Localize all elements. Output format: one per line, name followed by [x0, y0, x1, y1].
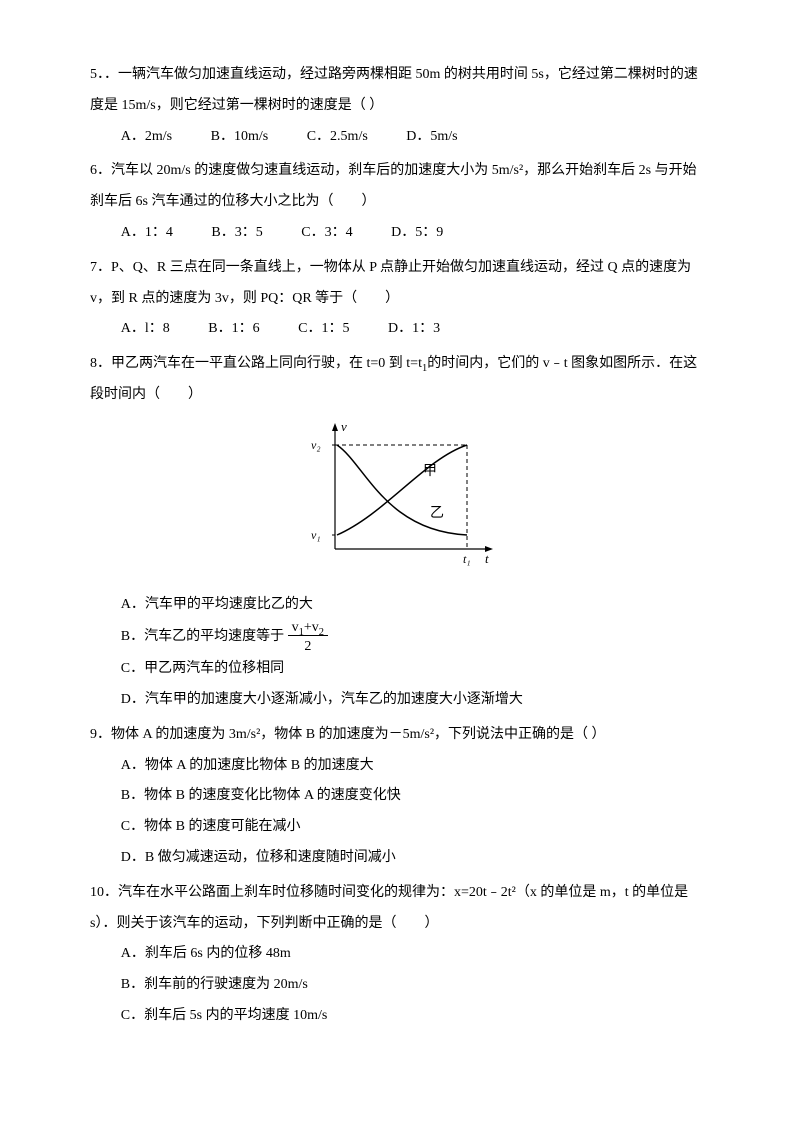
question-5: 5．．一辆汽车做匀加速直线运动，经过路旁两棵相距 50m 的树共用时间 5s，它…	[90, 60, 710, 152]
q8-stem: 8．甲乙两汽车在一平直公路上同向行驶，在 t=0 到 t=t1的时间内，它们的 …	[90, 349, 710, 411]
q9-opt-b: B．物体 B 的速度变化比物体 A 的速度变化快	[121, 781, 710, 812]
q9-stem: 9．物体 A 的加速度为 3m/s²，物体 B 的加速度为－5m/s²，下列说法…	[90, 720, 710, 751]
vt-graph-svg: v t v₂ v₁ t₁ 甲乙	[305, 419, 495, 569]
q8-stem-a: 8．甲乙两汽车在一平直公路上同向行驶，在 t=0 到 t=t	[90, 356, 422, 371]
q8-graph-container: v t v₂ v₁ t₁ 甲乙	[90, 419, 710, 582]
q8-opt-c: C．甲乙两汽车的位移相同	[121, 654, 710, 685]
question-7: 7．P、Q、R 三点在同一条直线上，一物体从 P 点静止开始做匀加速直线运动，经…	[90, 253, 710, 345]
q7-options: A．l：8 B．1：6 C．1：5 D．1：3	[90, 314, 710, 345]
q6-opt-c: C．3：4	[301, 218, 352, 249]
q10-opt-b: B．刹车前的行驶速度为 20m/s	[121, 970, 710, 1001]
q6-options: A．1：4 B．3：5 C．3：4 D．5：9	[90, 218, 710, 249]
q5-opt-c: C．2.5m/s	[307, 122, 368, 153]
svg-text:v₂: v₂	[311, 438, 321, 452]
q10-opt-c: C．刹车后 5s 内的平均速度 10m/s	[121, 1001, 710, 1032]
q9-opt-c: C．物体 B 的速度可能在减小	[121, 812, 710, 843]
q8-opt-b: B．汽车乙的平均速度等于 v1+v2 2	[121, 620, 710, 654]
svg-text:v₁: v₁	[311, 528, 321, 542]
q9-opt-d: D．B 做匀减速运动，位移和速度随时间减小	[121, 843, 710, 874]
q6-opt-a: A．1：4	[121, 218, 173, 249]
q8-opt-b-pre: B．汽车乙的平均速度等于	[121, 630, 284, 645]
q7-opt-d: D．1：3	[388, 314, 440, 345]
svg-text:乙: 乙	[430, 505, 444, 521]
question-6: 6．汽车以 20m/s 的速度做匀速直线运动，刹车后的加速度大小为 5m/s²，…	[90, 156, 710, 248]
svg-text:t₁: t₁	[463, 552, 471, 566]
q6-opt-b: B．3：5	[211, 218, 262, 249]
svg-text:v: v	[341, 419, 347, 434]
q5-opt-a: A．2m/s	[121, 122, 172, 153]
q7-opt-b: B．1：6	[208, 314, 259, 345]
q5-stem: 5．．一辆汽车做匀加速直线运动，经过路旁两棵相距 50m 的树共用时间 5s，它…	[90, 60, 710, 122]
q7-opt-c: C．1：5	[298, 314, 349, 345]
q8-opt-a: A．汽车甲的平均速度比乙的大	[121, 590, 710, 621]
q5-opt-b: B．10m/s	[211, 122, 269, 153]
q10-options: A．刹车后 6s 内的位移 48m B．刹车前的行驶速度为 20m/s C．刹车…	[90, 939, 710, 1031]
q9-opt-a: A．物体 A 的加速度比物体 B 的加速度大	[121, 751, 710, 782]
question-9: 9．物体 A 的加速度为 3m/s²，物体 B 的加速度为－5m/s²，下列说法…	[90, 720, 710, 874]
exam-page: 5．．一辆汽车做匀加速直线运动，经过路旁两棵相距 50m 的树共用时间 5s，它…	[0, 0, 800, 1076]
q6-opt-d: D．5：9	[391, 218, 443, 249]
q9-options: A．物体 A 的加速度比物体 B 的加速度大 B．物体 B 的速度变化比物体 A…	[90, 751, 710, 874]
q8-opt-b-fraction: v1+v2 2	[288, 620, 328, 654]
q8-opt-b-den: 2	[300, 639, 315, 654]
q7-opt-a: A．l：8	[121, 314, 170, 345]
q10-opt-a: A．刹车后 6s 内的位移 48m	[121, 939, 710, 970]
q8-opt-b-num: v1+v2	[288, 620, 328, 636]
vt-graph: v t v₂ v₁ t₁ 甲乙	[305, 419, 495, 582]
q8-options: A．汽车甲的平均速度比乙的大 B．汽车乙的平均速度等于 v1+v2 2 C．甲乙…	[90, 590, 710, 716]
q5-options: A．2m/s B．10m/s C．2.5m/s D．5m/s	[90, 122, 710, 153]
q8-opt-d: D．汽车甲的加速度大小逐渐减小，汽车乙的加速度大小逐渐增大	[121, 685, 710, 716]
svg-text:t: t	[485, 551, 489, 566]
question-8: 8．甲乙两汽车在一平直公路上同向行驶，在 t=0 到 t=t1的时间内，它们的 …	[90, 349, 710, 716]
question-10: 10．汽车在水平公路面上刹车时位移随时间变化的规律为：x=20t﹣2t²（x 的…	[90, 878, 710, 1032]
svg-text:甲: 甲	[423, 464, 437, 479]
q5-opt-d: D．5m/s	[406, 122, 457, 153]
q10-stem: 10．汽车在水平公路面上刹车时位移随时间变化的规律为：x=20t﹣2t²（x 的…	[90, 878, 710, 940]
q6-stem: 6．汽车以 20m/s 的速度做匀速直线运动，刹车后的加速度大小为 5m/s²，…	[90, 156, 710, 218]
q7-stem: 7．P、Q、R 三点在同一条直线上，一物体从 P 点静止开始做匀加速直线运动，经…	[90, 253, 710, 315]
